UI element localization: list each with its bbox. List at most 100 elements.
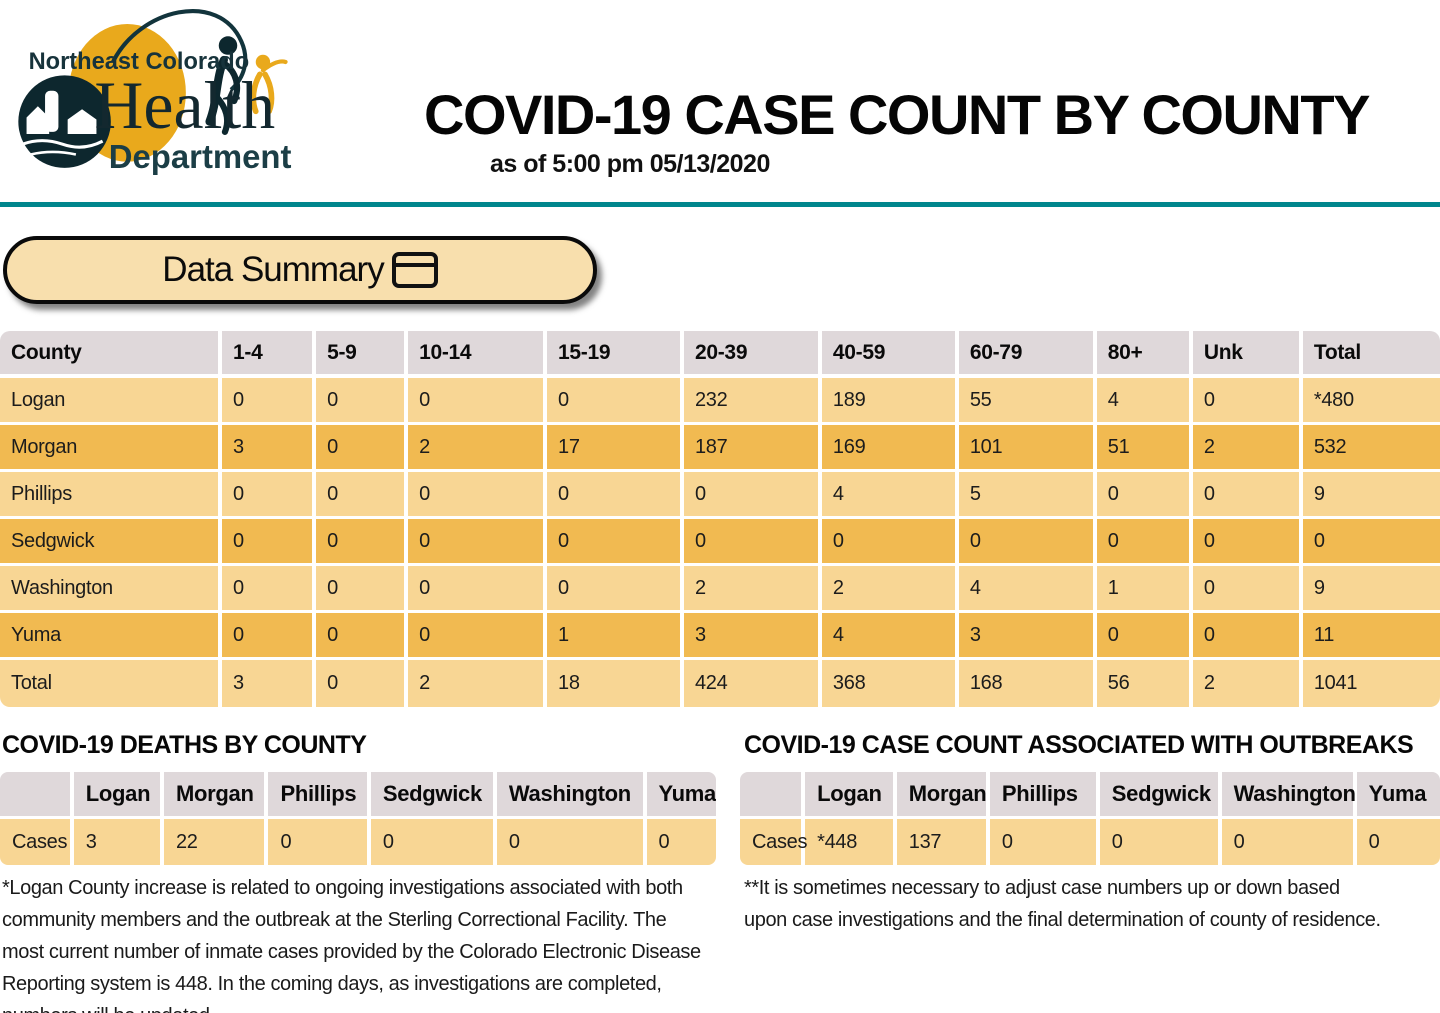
main-cell: 0: [408, 566, 548, 613]
table-row-morgan: Morgan 3 0 2 17 187 169 101 51 2 532: [0, 425, 1440, 472]
main-cell: 0: [1302, 519, 1440, 566]
main-cell: 0: [316, 519, 409, 566]
main-cell: 0: [1192, 472, 1303, 519]
main-cell: 0: [1096, 613, 1193, 660]
outbreaks-cell: 0: [1356, 819, 1440, 865]
main-cell: 0: [408, 519, 548, 566]
main-cell: 532: [1302, 425, 1440, 472]
main-cell: *480: [1302, 378, 1440, 425]
main-cell: 0: [222, 613, 317, 660]
logo-top-text: Northeast Colorado: [29, 49, 250, 75]
main-cell: 3: [683, 613, 822, 660]
main-cell: 9: [1302, 566, 1440, 613]
main-cell: 9: [1302, 472, 1440, 519]
county-cell: Yuma: [0, 613, 223, 660]
deaths-cell: 22: [163, 819, 269, 865]
main-cell: 2: [1192, 425, 1303, 472]
deaths-col-header: Sedgwick: [370, 772, 497, 819]
outbreaks-header-row: Logan Morgan Phillips Sedgwick Washingto…: [740, 772, 1440, 819]
outbreaks-cell: 137: [896, 819, 990, 865]
main-cell: 424: [683, 660, 822, 707]
page-subtitle: as of 5:00 pm 05/13/2020: [490, 150, 770, 178]
main-cell: 51: [1096, 425, 1193, 472]
main-cell: 0: [1192, 566, 1303, 613]
deaths-cell: 3: [73, 819, 164, 865]
main-col-header: 5-9: [316, 331, 409, 378]
main-cell: 0: [316, 378, 409, 425]
main-cell: 169: [821, 425, 959, 472]
main-cell: 0: [316, 613, 409, 660]
main-col-header: 80+: [1096, 331, 1193, 378]
table-row-total: Total 3 0 2 18 424 368 168 56 2 1041: [0, 660, 1440, 707]
main-cell: 101: [958, 425, 1097, 472]
main-cell: 5: [958, 472, 1097, 519]
main-cell: 4: [821, 472, 959, 519]
main-cell: 0: [408, 613, 548, 660]
outbreaks-col-header: Yuma: [1356, 772, 1440, 819]
table-row-sedgwick: Sedgwick 0 0 0 0 0 0 0 0 0 0: [0, 519, 1440, 566]
main-cell: 56: [1096, 660, 1193, 707]
logo-figure-dark-leg: [213, 93, 231, 135]
main-cell: 11: [1302, 613, 1440, 660]
main-cell: 232: [683, 378, 822, 425]
logo-figure-dark-body: [205, 55, 228, 126]
main-cell: 0: [222, 472, 317, 519]
main-cell: 189: [821, 378, 959, 425]
deaths-col-header: Washington: [496, 772, 647, 819]
main-cell: 0: [821, 519, 959, 566]
main-cell: 18: [547, 660, 684, 707]
main-cell: 0: [958, 519, 1097, 566]
main-cell: 0: [222, 566, 317, 613]
deaths-section-title: COVID-19 DEATHS BY COUNTY: [2, 731, 367, 759]
logo-figure-dark-arm: [221, 60, 241, 105]
main-col-header: 1-4: [222, 331, 317, 378]
logo-figure-gold-left: [250, 71, 263, 115]
table-card-icon: [391, 252, 438, 288]
main-cell: 0: [222, 519, 317, 566]
main-cell: 1: [547, 613, 684, 660]
logan-footnote: *Logan County increase is related to ong…: [2, 877, 701, 1013]
main-cell: 3: [222, 660, 317, 707]
main-cell: 4: [958, 566, 1097, 613]
logo-health-text: Health: [94, 68, 275, 143]
data-summary-label: Data Summary: [162, 250, 384, 289]
main-cell: 1041: [1302, 660, 1440, 707]
outbreaks-cell: *448: [805, 819, 897, 865]
deaths-cell: 0: [646, 819, 716, 865]
main-cell: 0: [1192, 613, 1303, 660]
main-col-header: 15-19: [547, 331, 684, 378]
main-col-header: 60-79: [958, 331, 1097, 378]
logo-swoosh: [111, 9, 248, 92]
main-cell: 0: [316, 660, 409, 707]
main-cell: 3: [222, 425, 317, 472]
main-cell: 0: [1096, 472, 1193, 519]
main-cell: 0: [408, 378, 548, 425]
main-cell: 0: [683, 519, 822, 566]
main-cell: 0: [547, 378, 684, 425]
nchd-logo: Northeast Colorado Health Department: [18, 9, 292, 175]
main-col-header: 40-59: [821, 331, 959, 378]
outbreaks-col-header: Morgan: [896, 772, 990, 819]
main-col-header: Total: [1302, 331, 1440, 378]
main-col-header: 10-14: [408, 331, 548, 378]
county-cell: Sedgwick: [0, 519, 223, 566]
deaths-cell: 0: [370, 819, 497, 865]
main-cell: 17: [547, 425, 684, 472]
case-count-table: County 1-4 5-9 10-14 15-19 20-39 40-59 6…: [0, 331, 1440, 707]
main-cell: 0: [547, 566, 684, 613]
outbreaks-col-header: [740, 772, 806, 819]
county-cell: Total: [0, 660, 223, 707]
row-label-cell: Cases: [0, 819, 74, 865]
main-col-header: 20-39: [683, 331, 822, 378]
main-cell: 55: [958, 378, 1097, 425]
main-col-header: Unk: [1192, 331, 1303, 378]
deaths-col-header: Logan: [73, 772, 164, 819]
main-cell: 0: [683, 472, 822, 519]
deaths-col-header: [0, 772, 74, 819]
main-cell: 2: [683, 566, 822, 613]
table-row-phillips: Phillips 0 0 0 0 0 4 5 0 0 9: [0, 472, 1440, 519]
logo-ground-wave: [21, 139, 104, 149]
main-cell: 0: [222, 378, 317, 425]
data-summary-button[interactable]: Data Summary: [3, 236, 597, 304]
main-cell: 2: [408, 660, 548, 707]
